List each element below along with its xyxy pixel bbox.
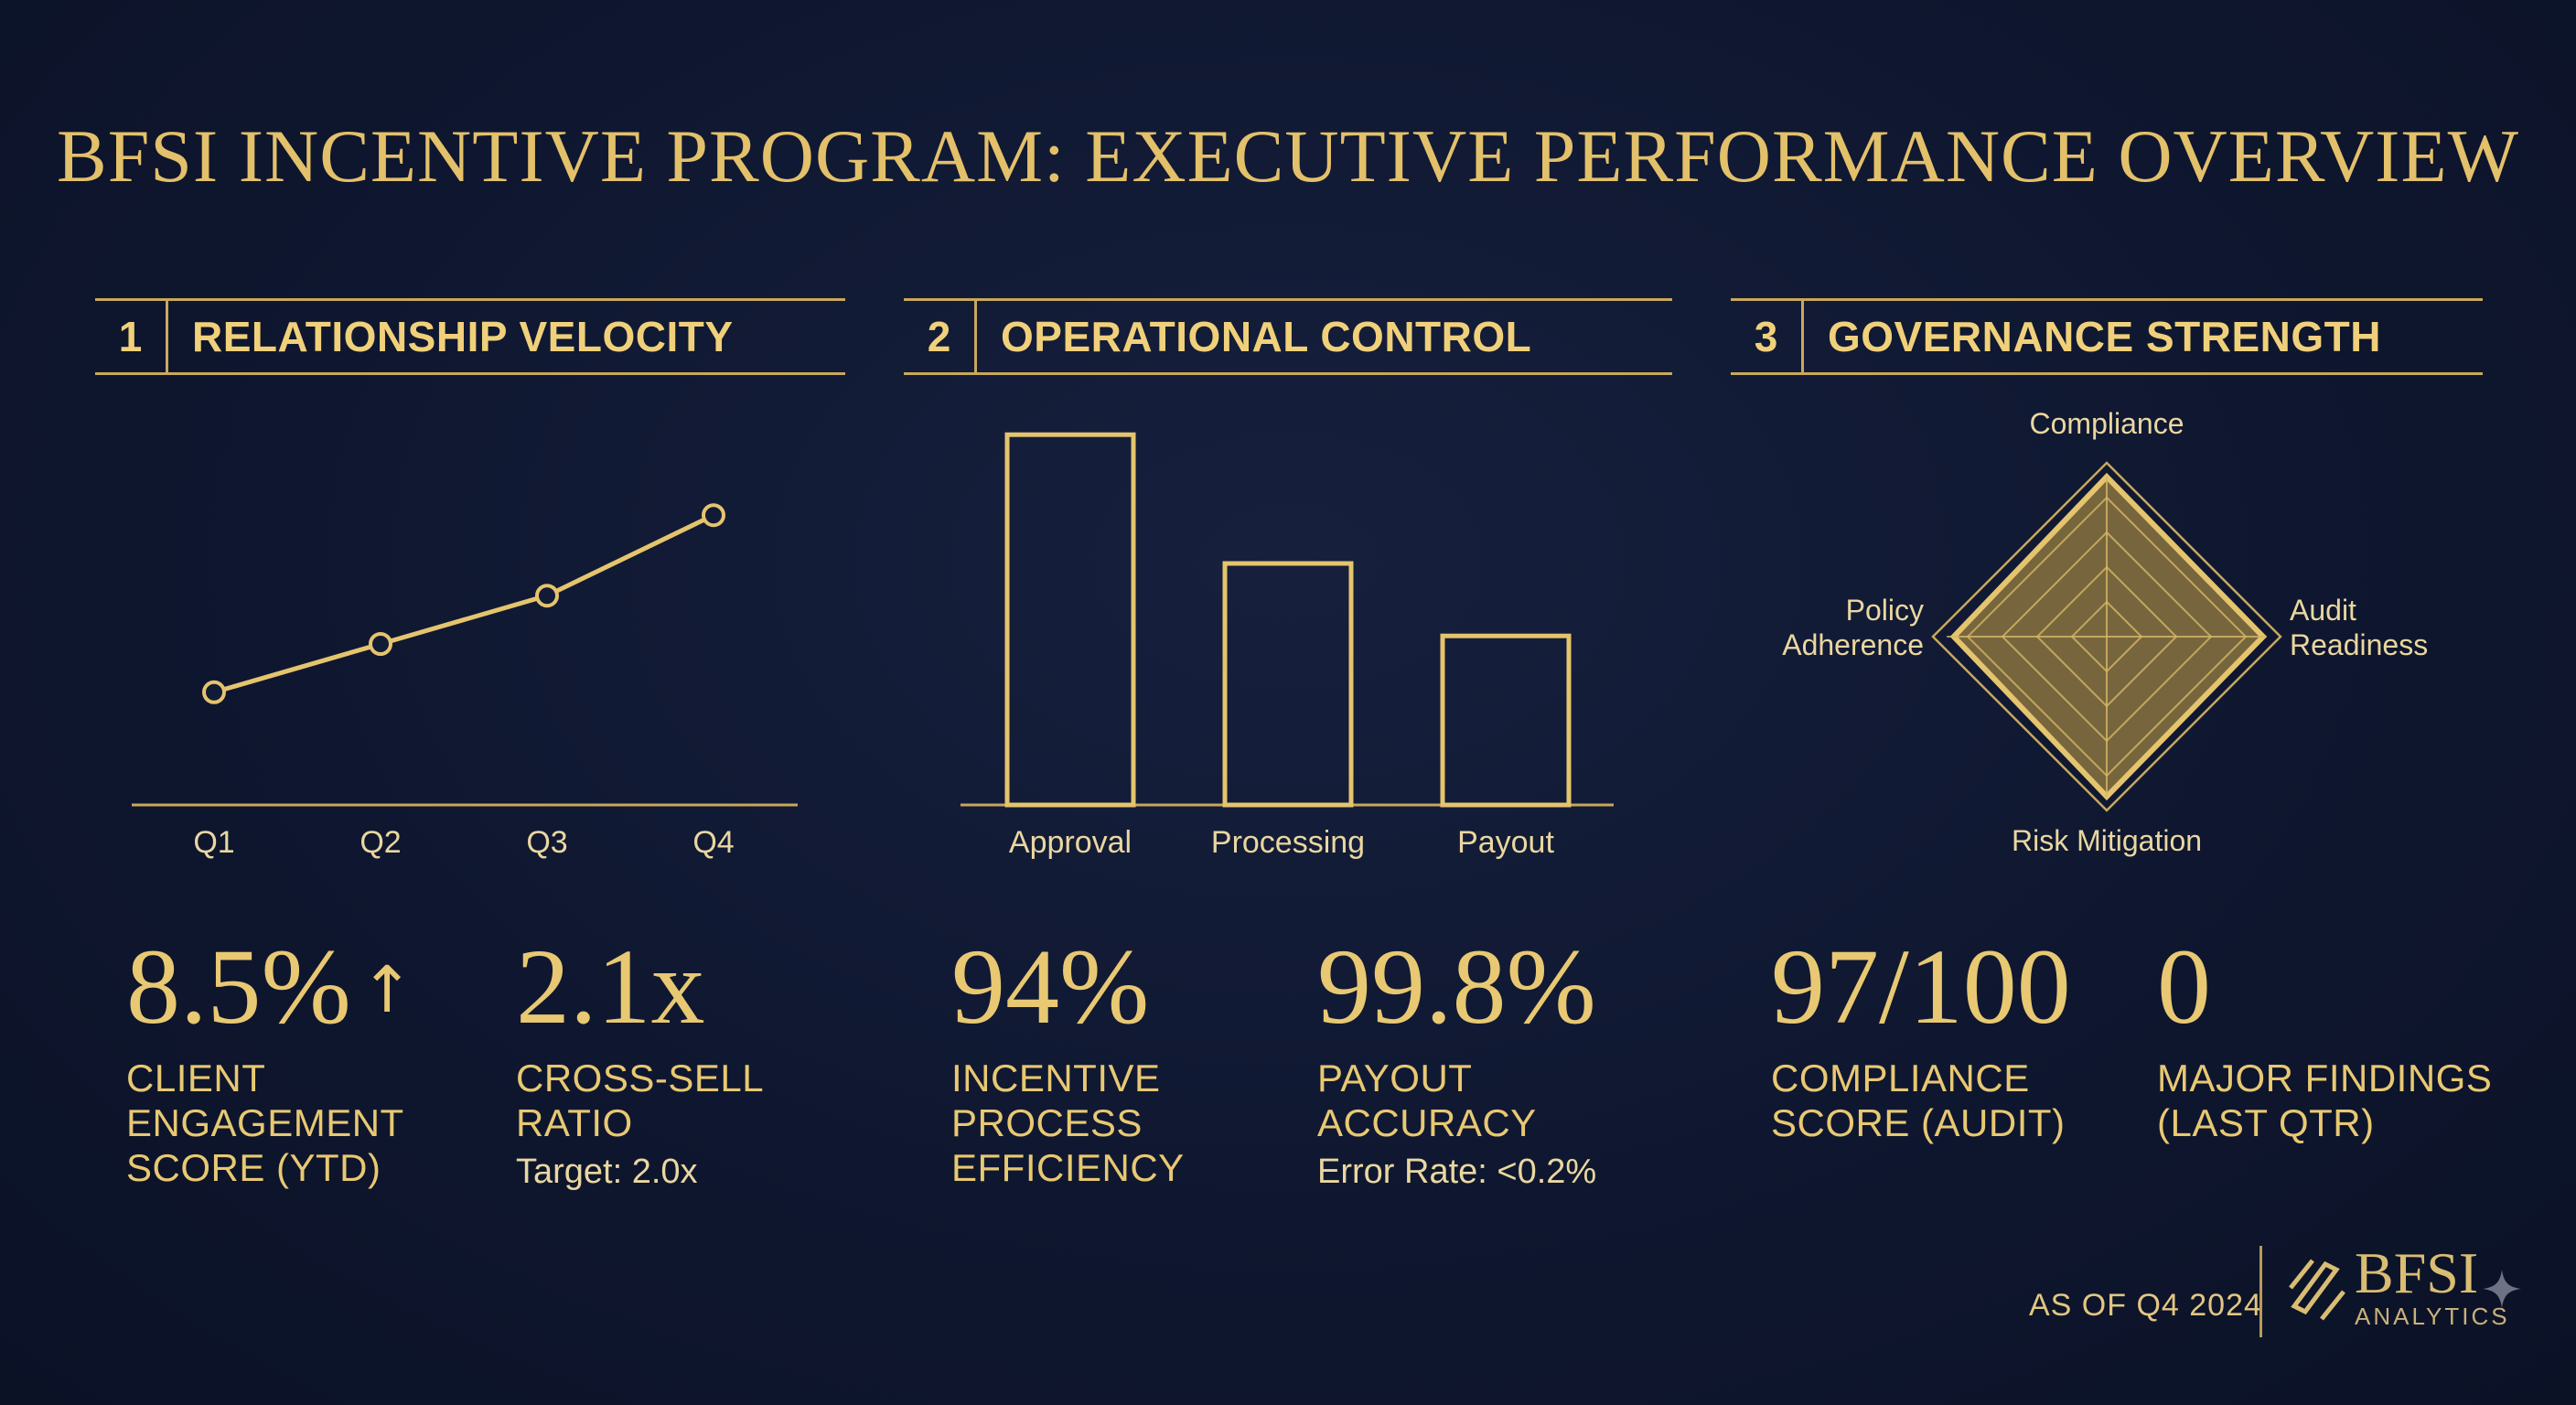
kpi-label: PAYOUT ACCURACY: [1317, 1056, 1596, 1145]
data-point: [535, 584, 559, 608]
up-arrow-icon: ↑: [360, 952, 414, 1027]
x-tick-label: Q2: [360, 825, 401, 860]
kpi-label-line: INCENTIVE: [951, 1056, 1161, 1099]
as-of-date: AS OF Q4 2024: [2029, 1288, 2262, 1323]
x-tick-label: Q3: [526, 825, 567, 860]
x-tick-label: Approval: [1009, 825, 1132, 860]
kpi-label-line: SCORE (AUDIT): [1771, 1101, 2066, 1144]
line-chart: Q1 Q2 Q3 Q4: [132, 503, 798, 860]
section-number: 1: [95, 301, 168, 372]
kpi-label: INCENTIVE PROCESS EFFICIENCY: [951, 1056, 1185, 1190]
section-title: RELATIONSHIP VELOCITY: [192, 313, 734, 360]
kpi-sub: Target: 2.0x: [516, 1153, 698, 1191]
radar-axis-label: Audit: [2290, 594, 2356, 627]
section-number: 2: [904, 301, 977, 372]
section-header-3: 3 GOVERNANCE STRENGTH: [1731, 298, 2483, 375]
bar: [1440, 633, 1572, 808]
kpi-label-line: RATIO: [516, 1101, 633, 1144]
kpi-label: CLIENT ENGAGEMENT SCORE (YTD): [126, 1056, 413, 1190]
brand-logo-icon: [2289, 1259, 2345, 1321]
kpi-value: 99.8%: [1317, 927, 1596, 1046]
section-number: 3: [1731, 301, 1804, 372]
brand-name: BFSI: [2355, 1240, 2479, 1305]
kpi-label: MAJOR FINDINGS (LAST QTR): [2157, 1056, 2492, 1145]
radar-axis-label: Compliance: [2030, 407, 2184, 440]
kpi-client-engagement: 8.5% ↑ CLIENT ENGAGEMENT SCORE (YTD): [126, 933, 413, 1190]
kpi-cross-sell: 2.1x CROSS-SELL RATIO Target: 2.0x: [516, 933, 764, 1192]
bar-chart: Approval Processing Payout: [961, 432, 1614, 860]
kpi-label-line: CLIENT: [126, 1056, 266, 1099]
kpi-label-line: (LAST QTR): [2157, 1101, 2375, 1144]
section-header-2: 2 OPERATIONAL CONTROL: [904, 298, 1672, 375]
kpi-major-findings: 0 MAJOR FINDINGS (LAST QTR): [2157, 933, 2492, 1145]
data-point: [202, 680, 226, 704]
bar: [1004, 432, 1136, 808]
kpi-label-line: SCORE (YTD): [126, 1146, 381, 1189]
kpi-label-line: PROCESS: [951, 1101, 1143, 1144]
section-title: OPERATIONAL CONTROL: [1001, 313, 1532, 360]
kpi-label-line: CROSS-SELL: [516, 1056, 765, 1099]
kpi-label-line: ACCURACY: [1317, 1101, 1537, 1144]
section-title: GOVERNANCE STRENGTH: [1828, 313, 2381, 360]
footer-divider: [2259, 1246, 2262, 1337]
kpi-value: 0: [2157, 927, 2211, 1046]
radar-axis-label: Adherence: [1782, 628, 1924, 661]
kpi-value: 8.5%: [126, 927, 351, 1046]
kpi-compliance-score: 97/100 COMPLIANCE SCORE (AUDIT): [1771, 933, 2071, 1145]
kpi-label: CROSS-SELL RATIO: [516, 1056, 764, 1145]
kpi-label-line: EFFICIENCY: [951, 1146, 1185, 1189]
series-line: [213, 512, 715, 695]
x-tick-label: Processing: [1211, 825, 1365, 860]
sparkle-icon: [2483, 1270, 2521, 1308]
radar-axis-label: Risk Mitigation: [2012, 824, 2202, 857]
radar-outer-ring: [1931, 461, 2282, 812]
section-header-1: 1 RELATIONSHIP VELOCITY: [95, 298, 845, 375]
kpi-sub: Error Rate: <0.2%: [1317, 1153, 1597, 1191]
kpi-value: 97/100: [1771, 927, 2071, 1046]
bar: [1222, 561, 1354, 808]
kpi-label: COMPLIANCE SCORE (AUDIT): [1771, 1056, 2071, 1145]
x-tick-label: Payout: [1457, 825, 1554, 860]
brand: BFSI ANALYTICS: [2355, 1244, 2510, 1331]
kpi-process-efficiency: 94% INCENTIVE PROCESS EFFICIENCY: [951, 933, 1185, 1190]
kpi-value: 94%: [951, 927, 1150, 1046]
data-point: [369, 632, 392, 656]
kpi-label-line: COMPLIANCE: [1771, 1056, 2030, 1099]
x-tick-label: Q4: [692, 825, 734, 860]
data-point: [702, 503, 725, 528]
brand-subtitle: ANALYTICS: [2355, 1303, 2510, 1330]
kpi-payout-accuracy: 99.8% PAYOUT ACCURACY Error Rate: <0.2%: [1317, 933, 1596, 1192]
kpi-value-wrap: 8.5% ↑: [126, 933, 413, 1041]
x-tick-label: Q1: [193, 825, 234, 860]
kpi-label-line: ENGAGEMENT: [126, 1101, 404, 1144]
kpi-label-line: PAYOUT: [1317, 1056, 1473, 1099]
radar-axis-label: Readiness: [2290, 628, 2428, 661]
page-title: BFSI INCENTIVE PROGRAM: EXECUTIVE PERFOR…: [57, 114, 2519, 198]
radar-axis-label: Policy: [1846, 594, 1924, 627]
kpi-value: 2.1x: [516, 927, 705, 1046]
kpi-label-line: MAJOR FINDINGS: [2157, 1056, 2493, 1099]
